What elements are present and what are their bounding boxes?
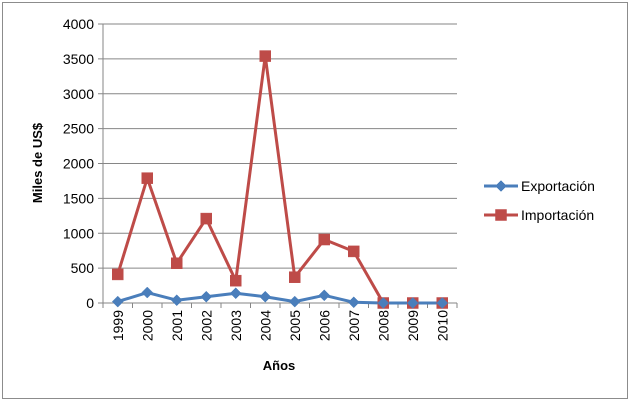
y-tick-label: 1500 xyxy=(63,190,94,206)
y-tick-label: 0 xyxy=(86,295,94,311)
series-line-exportación xyxy=(117,291,443,305)
x-tick-label: 2002 xyxy=(198,310,214,341)
data-point-exportación xyxy=(141,286,154,299)
legend-marker xyxy=(495,209,507,221)
series-lines xyxy=(116,54,443,305)
x-tick-label: 2004 xyxy=(257,310,273,341)
y-tick-label: 1000 xyxy=(63,225,94,241)
data-point-importación xyxy=(171,257,183,269)
series-markers xyxy=(111,50,449,309)
data-point-exportación xyxy=(436,297,449,309)
x-tick-label: 2005 xyxy=(287,310,303,341)
data-point-exportación xyxy=(406,297,419,309)
x-tick-label: 2006 xyxy=(316,310,332,341)
x-tick-labels: 1999 2000 2001 2002 2003 2004 2005 2006 2007 2008… xyxy=(110,310,451,341)
legend-label: Importación xyxy=(521,207,594,223)
x-tick-label: 2008 xyxy=(375,310,391,341)
data-point-importación xyxy=(318,233,330,246)
y-tick-label: 500 xyxy=(71,260,95,276)
y-tick-label: 3500 xyxy=(63,51,94,67)
data-point-importación xyxy=(112,268,124,281)
legend: Exportación Importación xyxy=(484,178,595,223)
x-tick-label: 1999 xyxy=(110,310,126,341)
data-point-importación xyxy=(141,172,153,184)
x-tick-label: 2009 xyxy=(405,310,421,341)
legend-marker xyxy=(495,180,507,192)
data-point-exportación xyxy=(259,290,272,303)
data-point-importación xyxy=(259,50,271,62)
x-tick-label: 2000 xyxy=(139,310,155,341)
data-point-importación xyxy=(289,271,301,283)
data-point-importación xyxy=(230,274,242,287)
x-tick-label: 2010 xyxy=(434,310,450,341)
data-point-exportación xyxy=(229,287,242,300)
legend-label: Exportación xyxy=(521,178,595,194)
series-line-importación xyxy=(116,54,443,305)
y-tick-labels: 0 500 1000 1500 2000 2500 3000 3500 4000 xyxy=(63,16,94,311)
y-axis-label: Miles de US$ xyxy=(30,122,45,203)
y-tick-label: 3000 xyxy=(63,86,94,102)
x-tick-label: 2003 xyxy=(228,310,244,341)
data-point-importación xyxy=(348,245,360,258)
data-point-exportación xyxy=(318,289,331,302)
axes xyxy=(98,23,458,308)
y-tick-label: 2000 xyxy=(63,156,94,172)
data-point-importación xyxy=(200,212,212,225)
data-point-exportación xyxy=(200,290,213,303)
y-tick-label: 4000 xyxy=(63,16,94,32)
data-point-exportación xyxy=(377,297,390,309)
gridlines xyxy=(103,23,457,269)
x-tick-label: 2007 xyxy=(346,310,362,341)
x-tick-label: 2001 xyxy=(169,310,185,341)
chart-frame xyxy=(2,2,628,399)
data-point-exportación xyxy=(288,295,301,308)
data-point-exportación xyxy=(347,296,360,309)
y-tick-label: 2500 xyxy=(63,121,94,137)
data-point-exportación xyxy=(111,295,124,308)
x-axis-label: Años xyxy=(263,358,296,373)
data-point-exportación xyxy=(170,294,183,307)
